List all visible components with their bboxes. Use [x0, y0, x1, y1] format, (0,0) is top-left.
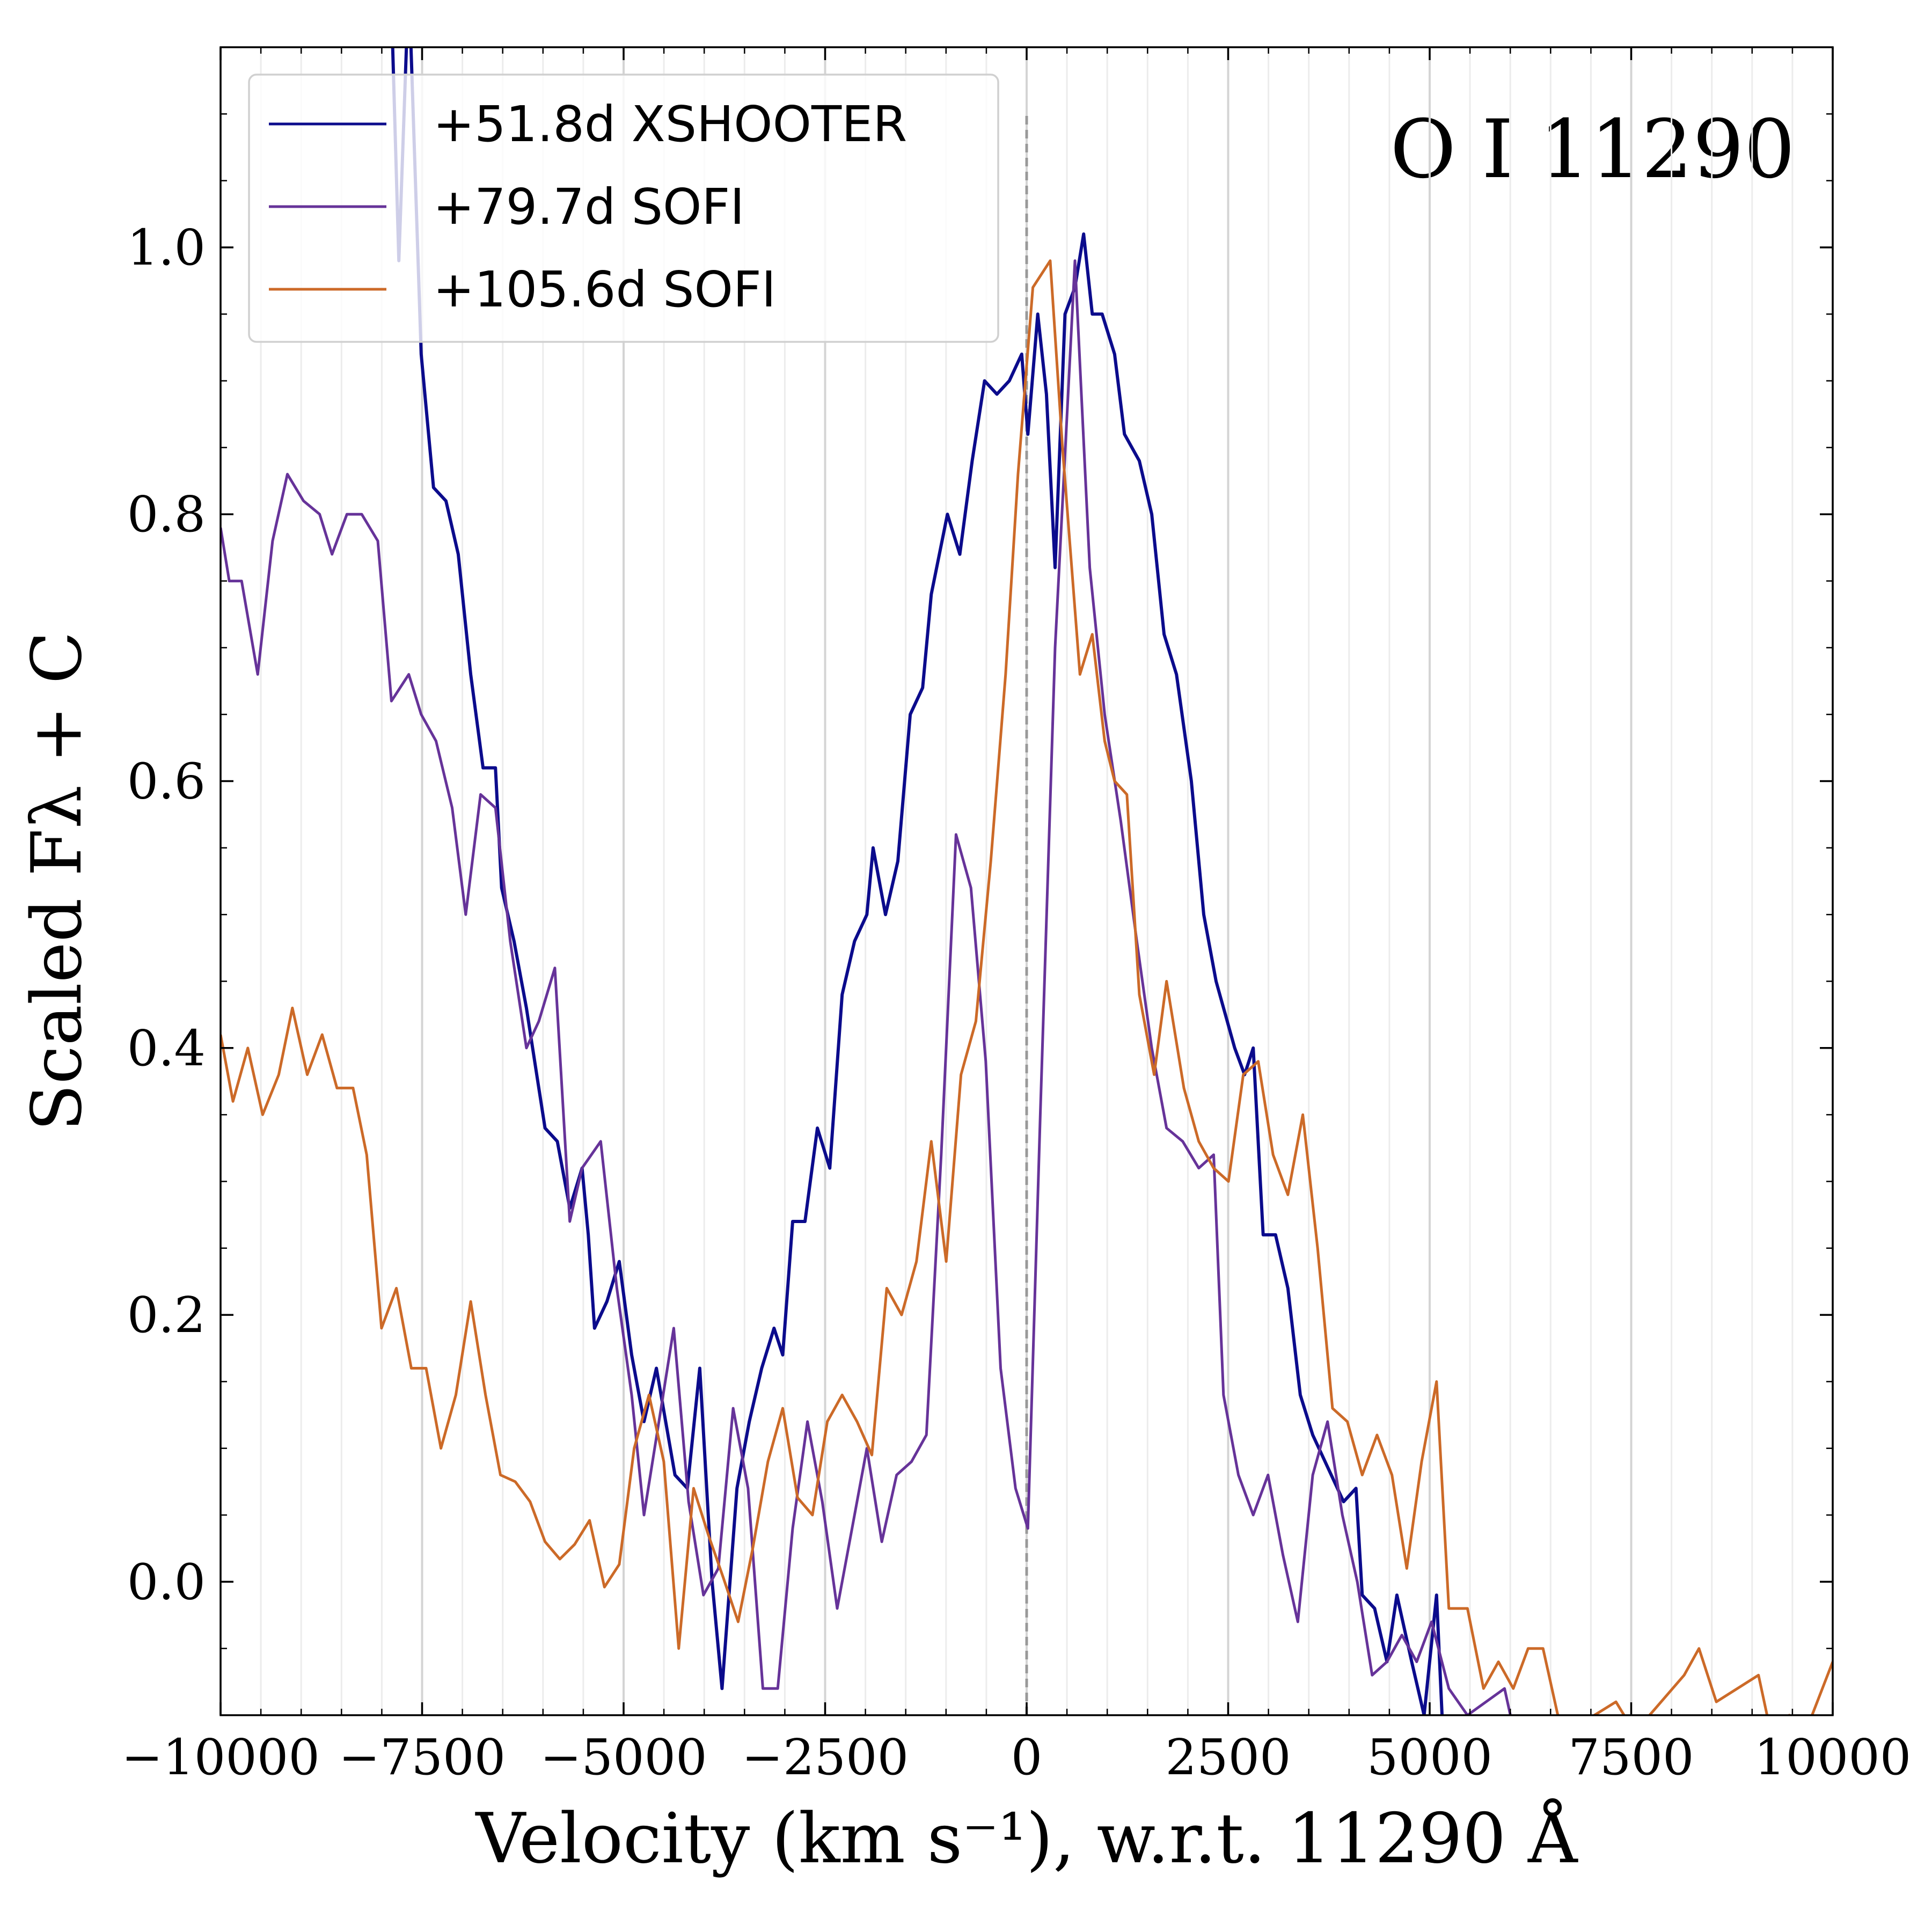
y-tick-label: 0.8: [127, 486, 206, 543]
y-tick-label: 0.2: [127, 1286, 206, 1344]
x-tick-label: −7500: [339, 1729, 506, 1786]
legend-box: [248, 74, 999, 343]
x-tick-label: 7500: [1568, 1729, 1694, 1786]
x-axis-label: Velocity (km s⁻¹), w.r.t. 11290 Å: [475, 1798, 1579, 1879]
data-line: [221, 259, 1512, 1715]
x-tick-label: 2500: [1165, 1729, 1291, 1786]
y-tick-label: 0.6: [127, 753, 206, 810]
x-tick-label: −5000: [540, 1729, 707, 1786]
x-tick-label: 10000: [1754, 1729, 1912, 1786]
x-tick-label: 0: [1011, 1729, 1043, 1786]
y-tick-label: 0.0: [127, 1553, 206, 1611]
y-tick-label: 0.4: [127, 1020, 206, 1077]
annotation: O I 11290: [1390, 103, 1795, 196]
x-tick-label: −10000: [121, 1729, 320, 1786]
x-tick-label: −2500: [742, 1729, 909, 1786]
data-line: [391, 47, 1444, 1715]
y-axis-label: Scaled Fλ + C: [17, 631, 97, 1131]
legend-label: +105.6d SOFI: [433, 261, 776, 318]
x-tick-label: 5000: [1367, 1729, 1492, 1786]
legend-label: +51.8d XSHOOTER: [433, 96, 907, 153]
legend-label: +79.7d SOFI: [433, 178, 744, 236]
y-tick-label: 1.0: [127, 219, 206, 276]
data-line: [221, 259, 1833, 1715]
